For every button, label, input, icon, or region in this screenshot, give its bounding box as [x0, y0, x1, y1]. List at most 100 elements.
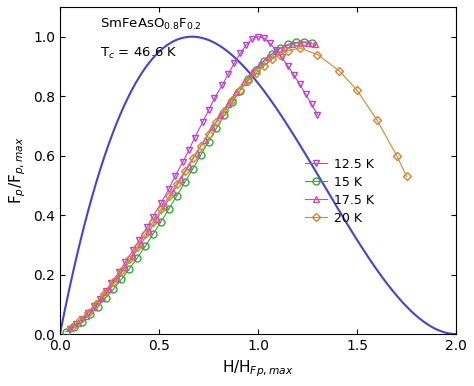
- 17.5 K: [305, 40, 310, 45]
- 17.5 K: [265, 54, 271, 59]
- 12.5 K: [97, 296, 102, 301]
- 20 K: [229, 98, 235, 103]
- 15 K: [253, 68, 259, 72]
- 20 K: [174, 181, 180, 186]
- 17.5 K: [289, 42, 294, 46]
- 12.5 K: [267, 41, 273, 46]
- 20 K: [127, 257, 132, 261]
- 12.5 K: [192, 135, 198, 140]
- 12.5 K: [137, 238, 142, 242]
- 17.5 K: [170, 190, 176, 195]
- 12.5 K: [226, 71, 231, 76]
- 20 K: [69, 324, 75, 329]
- 15 K: [63, 329, 69, 334]
- 15 K: [166, 207, 172, 211]
- 12.5 K: [249, 37, 255, 41]
- 12.5 K: [206, 108, 211, 113]
- 12.5 K: [261, 36, 267, 41]
- 17.5 K: [313, 42, 319, 47]
- 17.5 K: [75, 320, 81, 325]
- 15 K: [134, 256, 140, 260]
- 12.5 K: [180, 160, 186, 164]
- 20 K: [118, 269, 124, 273]
- 15 K: [245, 77, 251, 82]
- 17.5 K: [115, 276, 120, 281]
- 12.5 K: [130, 247, 136, 252]
- 12.5 K: [231, 61, 237, 66]
- 20 K: [206, 132, 211, 136]
- 15 K: [285, 42, 291, 47]
- 12.5 K: [255, 34, 261, 39]
- 15 K: [269, 52, 275, 56]
- 20 K: [253, 70, 259, 75]
- 20 K: [269, 57, 275, 62]
- 12.5 K: [243, 43, 249, 47]
- 15 K: [301, 39, 307, 44]
- 17.5 K: [67, 326, 73, 330]
- 20 K: [285, 49, 291, 53]
- 17.5 K: [83, 313, 89, 318]
- 15 K: [190, 167, 195, 171]
- 20 K: [134, 245, 140, 249]
- 20 K: [158, 207, 164, 212]
- 20 K: [315, 52, 320, 57]
- 20 K: [261, 63, 267, 68]
- 12.5 K: [237, 51, 243, 56]
- Line: 17.5 K: 17.5 K: [66, 39, 319, 332]
- 12.5 K: [172, 174, 178, 179]
- Text: T$_c$ = 46.6 K: T$_c$ = 46.6 K: [100, 46, 177, 61]
- Text: SmFeAsO$_{0.8}$F$_{0.2}$: SmFeAsO$_{0.8}$F$_{0.2}$: [100, 17, 201, 32]
- 20 K: [190, 156, 195, 161]
- 12.5 K: [200, 120, 205, 125]
- Line: 15 K: 15 K: [63, 38, 315, 335]
- Y-axis label: F$_p$/F$_{p,max}$: F$_p$/F$_{p,max}$: [7, 137, 27, 204]
- 20 K: [245, 79, 251, 83]
- 15 K: [309, 41, 314, 45]
- 17.5 K: [99, 296, 104, 301]
- 20 K: [214, 120, 219, 125]
- 12.5 K: [109, 281, 114, 285]
- 12.5 K: [79, 316, 84, 321]
- 15 K: [174, 193, 180, 198]
- 17.5 K: [162, 203, 168, 208]
- 12.5 K: [85, 310, 91, 315]
- 15 K: [103, 296, 109, 301]
- 12.5 K: [150, 214, 156, 219]
- 20 K: [394, 153, 400, 158]
- 15 K: [118, 277, 124, 282]
- 12.5 K: [279, 55, 285, 60]
- 20 K: [182, 168, 188, 173]
- 17.5 K: [233, 90, 239, 95]
- 15 K: [158, 219, 164, 224]
- 20 K: [100, 292, 106, 296]
- 12.5 K: [103, 289, 109, 293]
- 15 K: [127, 267, 132, 271]
- 12.5 K: [91, 303, 97, 308]
- 17.5 K: [218, 113, 223, 117]
- 15 K: [110, 287, 116, 291]
- 20 K: [93, 301, 99, 306]
- Line: 20 K: 20 K: [69, 45, 410, 330]
- 20 K: [150, 220, 156, 224]
- 17.5 K: [107, 286, 112, 291]
- 15 K: [229, 100, 235, 105]
- 20 K: [166, 194, 172, 199]
- Legend: 12.5 K, 15 K, 17.5 K, 20 K: 12.5 K, 15 K, 17.5 K, 20 K: [300, 152, 379, 230]
- 20 K: [374, 118, 380, 122]
- 17.5 K: [138, 241, 144, 246]
- 17.5 K: [146, 229, 152, 234]
- 17.5 K: [178, 177, 183, 181]
- 17.5 K: [186, 164, 191, 168]
- 20 K: [277, 52, 283, 57]
- 12.5 K: [186, 148, 191, 152]
- 12.5 K: [303, 92, 309, 96]
- 15 K: [87, 312, 92, 317]
- 15 K: [182, 180, 188, 185]
- 12.5 K: [273, 47, 279, 52]
- 12.5 K: [297, 82, 302, 86]
- 15 K: [71, 325, 77, 330]
- 17.5 K: [130, 254, 136, 258]
- 17.5 K: [202, 138, 208, 142]
- 15 K: [142, 244, 148, 249]
- 20 K: [110, 280, 116, 284]
